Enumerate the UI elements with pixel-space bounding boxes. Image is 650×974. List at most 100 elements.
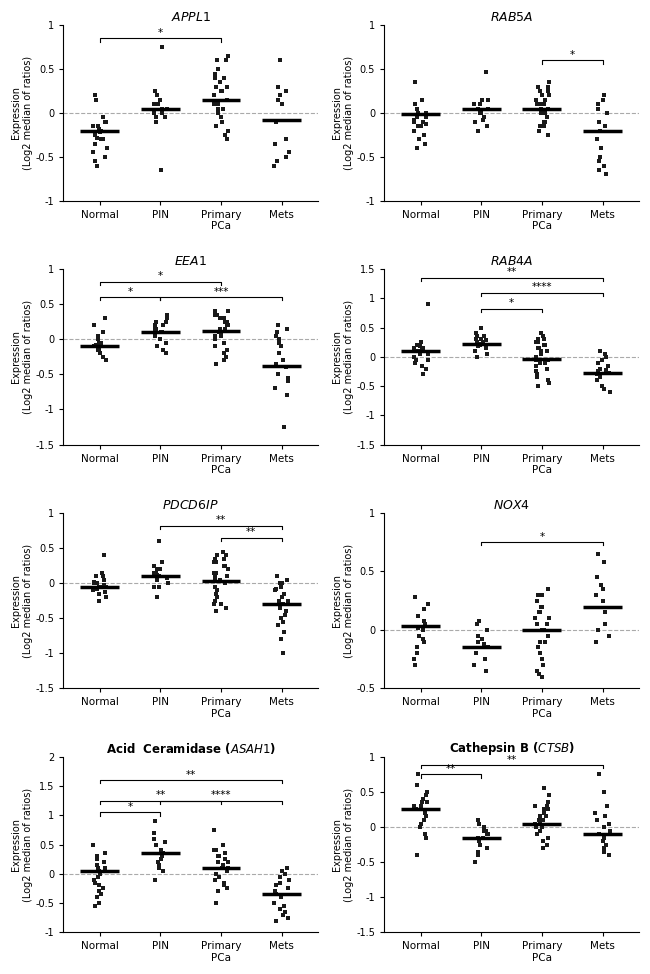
Point [419,613,429,628]
Point [483,92,493,107]
Point [273,366,283,382]
Point [270,886,281,902]
Point [542,109,552,125]
Point [422,784,432,800]
Point [98,131,108,147]
Point [270,136,281,152]
Point [90,898,100,914]
Point [597,378,608,393]
Point [536,819,547,835]
Point [270,581,281,596]
Point [416,798,426,813]
Point [411,352,421,367]
Point [222,860,233,876]
Point [535,605,545,620]
Point [152,589,162,605]
Point [414,131,424,147]
Point [99,114,110,130]
Point [157,554,168,570]
Point [543,372,553,388]
Point [532,79,543,94]
Point [599,843,609,859]
Point [157,342,168,357]
Point [159,109,170,125]
Point [213,883,224,899]
Y-axis label: Expression
(Log2 median of ratios): Expression (Log2 median of ratios) [11,788,32,902]
Point [96,335,107,351]
Point [414,131,424,147]
Point [472,328,482,344]
Point [272,324,282,340]
Point [270,883,281,899]
Point [98,880,109,896]
Point [92,328,103,344]
Point [274,88,285,103]
Point [90,92,101,107]
Point [278,614,288,629]
Point [162,570,172,585]
Point [282,572,293,587]
Point [222,569,232,584]
Point [216,328,226,344]
Point [213,582,223,598]
Point [283,145,294,161]
Point [222,854,233,870]
Point [220,558,231,574]
Point [543,581,553,597]
Text: **: ** [246,527,257,537]
Point [597,834,608,849]
Point [593,100,603,116]
Point [271,328,281,344]
Point [92,130,102,145]
Point [272,618,283,633]
Point [591,634,601,650]
Point [275,600,285,616]
Point [530,798,540,813]
Point [209,596,219,612]
Point [543,628,554,644]
Point [592,372,602,388]
Point [473,847,484,863]
Point [272,154,283,169]
Point [597,352,607,367]
Point [599,784,610,800]
Point [150,813,161,829]
Point [599,381,609,396]
Point [532,378,543,393]
Point [95,125,105,140]
Point [89,875,99,890]
Point [471,325,481,341]
Point [155,92,165,107]
Point [100,860,110,876]
Point [91,569,101,584]
Point [156,851,166,867]
Point [210,328,220,344]
Point [598,581,608,597]
Point [593,767,604,782]
Point [601,167,611,182]
Point [274,593,284,609]
Point [281,83,292,98]
Point [410,355,420,370]
Y-axis label: Expression
(Log2 median of ratios): Expression (Log2 median of ratios) [11,300,32,414]
Point [222,92,232,107]
Point [153,96,164,112]
Point [544,788,554,804]
Point [537,587,547,603]
Point [101,140,112,156]
Point [97,565,107,581]
Point [153,534,164,549]
Point [273,92,283,107]
Point [540,114,551,130]
Point [92,889,103,905]
Point [209,822,220,838]
Point [417,631,428,647]
Point [409,798,419,813]
Point [470,114,480,130]
Point [534,666,544,682]
Point [536,325,547,341]
Point [542,830,552,845]
Point [543,795,554,810]
Point [222,880,232,896]
Point [94,878,104,893]
